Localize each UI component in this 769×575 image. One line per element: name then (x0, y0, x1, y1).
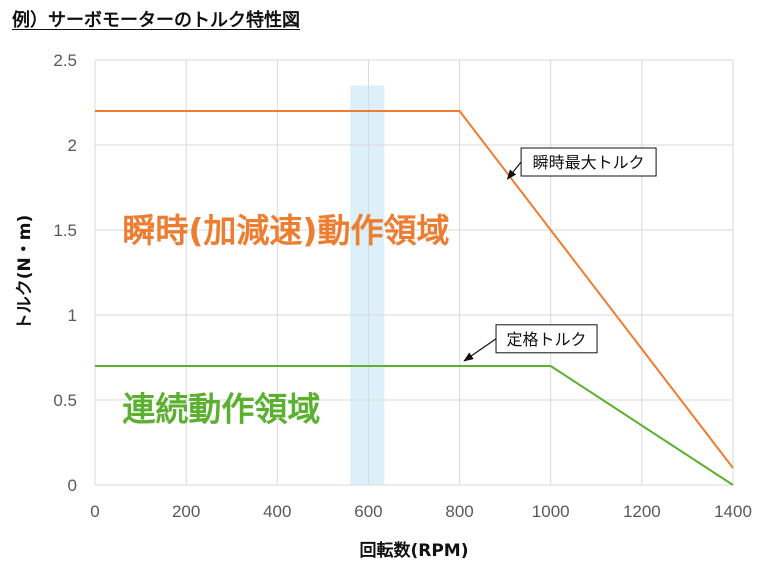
series-line-peak-torque (95, 110, 734, 469)
y-tick-label: 2 (68, 136, 77, 155)
x-tick-label: 200 (172, 502, 200, 521)
series-lines (95, 110, 734, 486)
y-tick-label: 0.5 (53, 391, 77, 410)
x-tick-label: 1000 (532, 502, 570, 521)
y-tick-label: 1 (68, 306, 77, 325)
x-tick-label: 1200 (623, 502, 661, 521)
callout-box (520, 147, 657, 177)
x-tick-label: 800 (445, 502, 473, 521)
callout-arrow (506, 161, 522, 180)
y-axis-title: トルク(N・m) (15, 215, 35, 330)
callout-label-rated-torque: 定格トルク (507, 330, 587, 349)
callout-label-peak-torque: 瞬時最大トルク (533, 153, 645, 172)
y-tick-label: 1.5 (53, 221, 77, 240)
highlight-band (350, 85, 385, 485)
highlight-band-layer (350, 85, 385, 485)
y-tick-label: 2.5 (53, 51, 77, 70)
y-tick-label: 0 (68, 476, 77, 495)
callout-box (495, 324, 598, 354)
region-label-continuous: 連続動作領域 (122, 390, 320, 429)
x-axis-title: 回転数(RPM) (359, 540, 468, 561)
series-line-rated-torque (95, 365, 734, 486)
x-tick-label: 400 (263, 502, 291, 521)
axis-ticks: 0 200 400 600 800 1000 1200 1400 0 0.5 1 1.5 2 2.5 (53, 51, 752, 521)
region-label-transient: 瞬時(加減速)動作領域 (122, 211, 449, 250)
x-tick-label: 600 (354, 502, 382, 521)
page-title: 例）サーボモーターのトルク特性図 (12, 10, 300, 31)
x-tick-label: 1400 (714, 502, 752, 521)
x-tick-label: 0 (90, 502, 99, 521)
callout-arrow (463, 338, 497, 362)
gridlines (94, 59, 734, 486)
